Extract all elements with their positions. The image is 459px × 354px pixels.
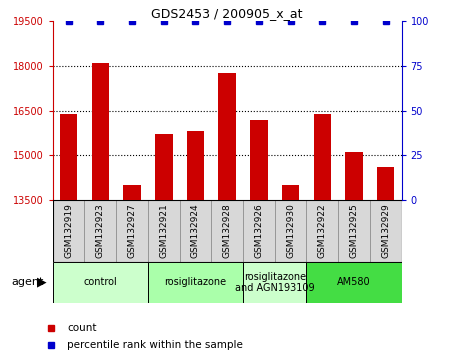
- Title: GDS2453 / 200905_x_at: GDS2453 / 200905_x_at: [151, 7, 303, 20]
- Text: count: count: [67, 322, 96, 332]
- Text: rosiglitazone: rosiglitazone: [164, 277, 227, 287]
- Text: GSM132929: GSM132929: [381, 204, 390, 258]
- Bar: [92, 63, 109, 200]
- Text: agent: agent: [11, 277, 44, 287]
- Bar: [211, 200, 243, 262]
- Bar: [307, 262, 402, 303]
- Bar: [307, 200, 338, 262]
- Text: GSM132927: GSM132927: [128, 204, 137, 258]
- Bar: [84, 200, 116, 262]
- Bar: [155, 135, 173, 200]
- Bar: [243, 200, 275, 262]
- Text: GSM132919: GSM132919: [64, 204, 73, 258]
- Text: GSM132921: GSM132921: [159, 204, 168, 258]
- Bar: [275, 200, 307, 262]
- Text: GSM132925: GSM132925: [350, 204, 358, 258]
- Text: GSM132930: GSM132930: [286, 204, 295, 258]
- Text: GSM132928: GSM132928: [223, 204, 232, 258]
- Bar: [179, 200, 211, 262]
- Text: percentile rank within the sample: percentile rank within the sample: [67, 340, 243, 350]
- Text: rosiglitazone
and AGN193109: rosiglitazone and AGN193109: [235, 272, 314, 293]
- Text: GSM132922: GSM132922: [318, 204, 327, 258]
- Text: GSM132923: GSM132923: [96, 204, 105, 258]
- Bar: [123, 185, 141, 200]
- Bar: [53, 262, 148, 303]
- Text: GSM132926: GSM132926: [254, 204, 263, 258]
- Text: GSM132924: GSM132924: [191, 204, 200, 258]
- Text: control: control: [84, 277, 117, 287]
- Bar: [148, 262, 243, 303]
- Bar: [187, 131, 204, 200]
- Text: ▶: ▶: [37, 276, 46, 289]
- Bar: [60, 114, 78, 200]
- Bar: [338, 200, 370, 262]
- Bar: [116, 200, 148, 262]
- Bar: [345, 152, 363, 200]
- Text: AM580: AM580: [337, 277, 371, 287]
- Bar: [377, 167, 394, 200]
- Bar: [282, 185, 299, 200]
- Bar: [243, 262, 307, 303]
- Bar: [148, 200, 179, 262]
- Bar: [313, 114, 331, 200]
- Bar: [218, 73, 236, 200]
- Bar: [53, 200, 84, 262]
- Bar: [370, 200, 402, 262]
- Bar: [250, 120, 268, 200]
